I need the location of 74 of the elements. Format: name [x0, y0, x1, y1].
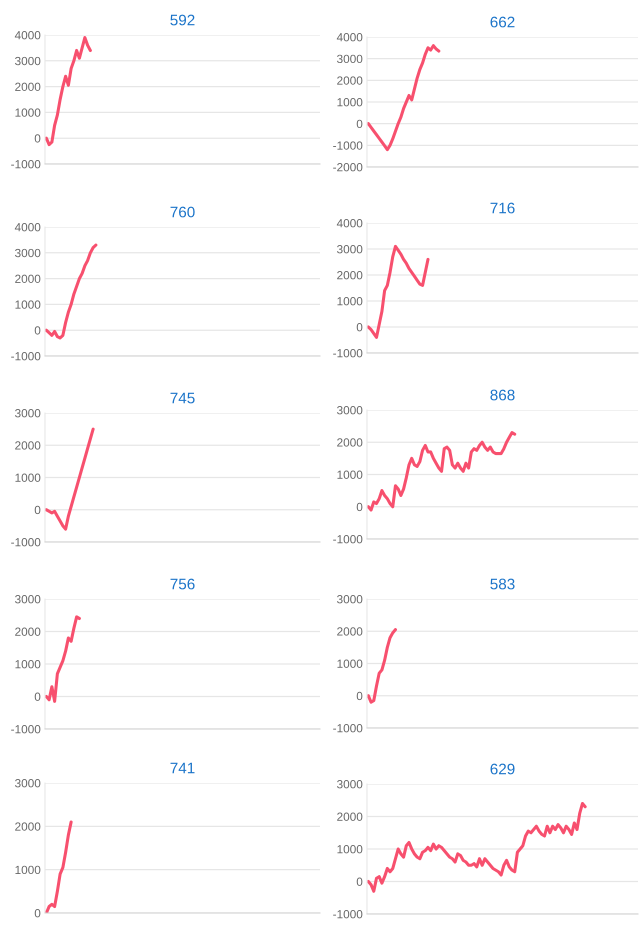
y-tick-label: 0	[356, 878, 362, 886]
line-series	[367, 244, 430, 339]
y-tick-label: 2000	[337, 627, 362, 636]
y-tick-label: 2000	[337, 76, 362, 85]
y-tick-label: -1000	[333, 535, 362, 544]
y-tick-label: 2000	[15, 82, 40, 91]
y-tick-label: 1000	[15, 300, 40, 309]
line-series	[45, 428, 95, 531]
y-tick-label: 1000	[337, 297, 362, 306]
y-tick-label: 3000	[15, 248, 40, 258]
y-tick-label: 2000	[15, 274, 40, 283]
line-series	[367, 802, 587, 893]
y-tick-label: 1000	[15, 866, 40, 874]
y-tick-label: 2000	[337, 812, 362, 821]
y-tick-label: 0	[356, 323, 362, 332]
chart-title: 760	[170, 206, 195, 218]
chart-title: 745	[170, 392, 195, 404]
chart-title: 868	[490, 390, 515, 400]
y-tick-label: 1000	[15, 108, 40, 117]
y-tick-label: -2000	[333, 163, 362, 172]
y-tick-label: 3000	[337, 245, 362, 254]
y-tick-label: -1000	[11, 352, 40, 360]
y-tick-label: 0	[34, 134, 40, 143]
y-tick-label: 0	[34, 506, 40, 514]
chart-title: 662	[490, 16, 514, 28]
y-tick-label: 1000	[15, 660, 40, 668]
y-tick-label: 3000	[15, 56, 40, 66]
y-tick-label: -1000	[11, 538, 40, 546]
chart-title: 629	[490, 764, 515, 774]
y-tick-label: 2000	[15, 441, 40, 450]
line-series	[45, 244, 98, 340]
chart-title: 716	[490, 202, 515, 214]
y-tick-label: 1000	[337, 470, 362, 479]
line-series	[45, 615, 81, 703]
y-tick-label: 1000	[337, 845, 362, 854]
y-tick-label: 3000	[15, 595, 40, 604]
y-tick-label: 3000	[15, 409, 40, 418]
y-tick-label: 2000	[337, 271, 362, 280]
y-tick-label: 0	[356, 502, 362, 512]
y-tick-label: -1000	[333, 724, 362, 732]
y-tick-label: 3000	[337, 54, 362, 64]
y-tick-label: 1000	[15, 474, 40, 482]
y-tick-label: 3000	[337, 406, 362, 414]
y-tick-label: 0	[356, 120, 362, 128]
y-tick-label: 0	[34, 326, 40, 335]
y-tick-label: 4000	[14, 223, 40, 232]
y-tick-label: -1000	[11, 160, 40, 168]
y-tick-label: 2000	[337, 438, 362, 447]
y-tick-label: 0	[34, 692, 40, 701]
y-tick-label: 1000	[337, 660, 362, 668]
line-series	[367, 431, 516, 512]
chart-title: 583	[490, 578, 515, 590]
chart-title: 756	[170, 578, 195, 590]
y-tick-label: 4000	[14, 31, 40, 40]
line-series	[367, 44, 440, 152]
y-tick-label: -1000	[11, 725, 40, 734]
y-tick-label: 3000	[337, 780, 362, 788]
chart-title: 592	[170, 14, 194, 26]
line-series	[45, 820, 73, 913]
line-series	[45, 36, 92, 146]
y-tick-label: 0	[34, 909, 40, 918]
y-tick-label: 2000	[15, 822, 40, 831]
y-tick-label: 3000	[15, 779, 40, 788]
y-tick-label: 1000	[337, 98, 362, 106]
y-tick-label: -1000	[333, 910, 362, 918]
y-tick-label: -1000	[333, 141, 362, 150]
y-tick-label: 4000	[336, 33, 362, 42]
y-tick-label: 2000	[15, 628, 40, 636]
y-tick-label: 4000	[336, 219, 362, 228]
y-tick-label: 0	[356, 692, 362, 700]
line-series	[367, 628, 397, 704]
y-tick-label: 3000	[337, 595, 362, 604]
chart-title: 741	[170, 762, 194, 774]
y-tick-label: -1000	[333, 349, 362, 358]
